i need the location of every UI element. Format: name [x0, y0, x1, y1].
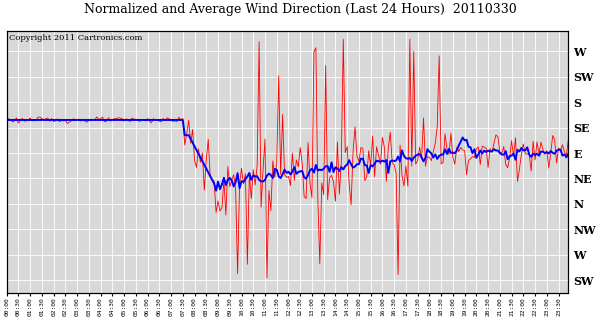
Text: Normalized and Average Wind Direction (Last 24 Hours)  20110330: Normalized and Average Wind Direction (L… — [83, 3, 517, 16]
Text: Copyright 2011 Cartronics.com: Copyright 2011 Cartronics.com — [10, 34, 143, 42]
